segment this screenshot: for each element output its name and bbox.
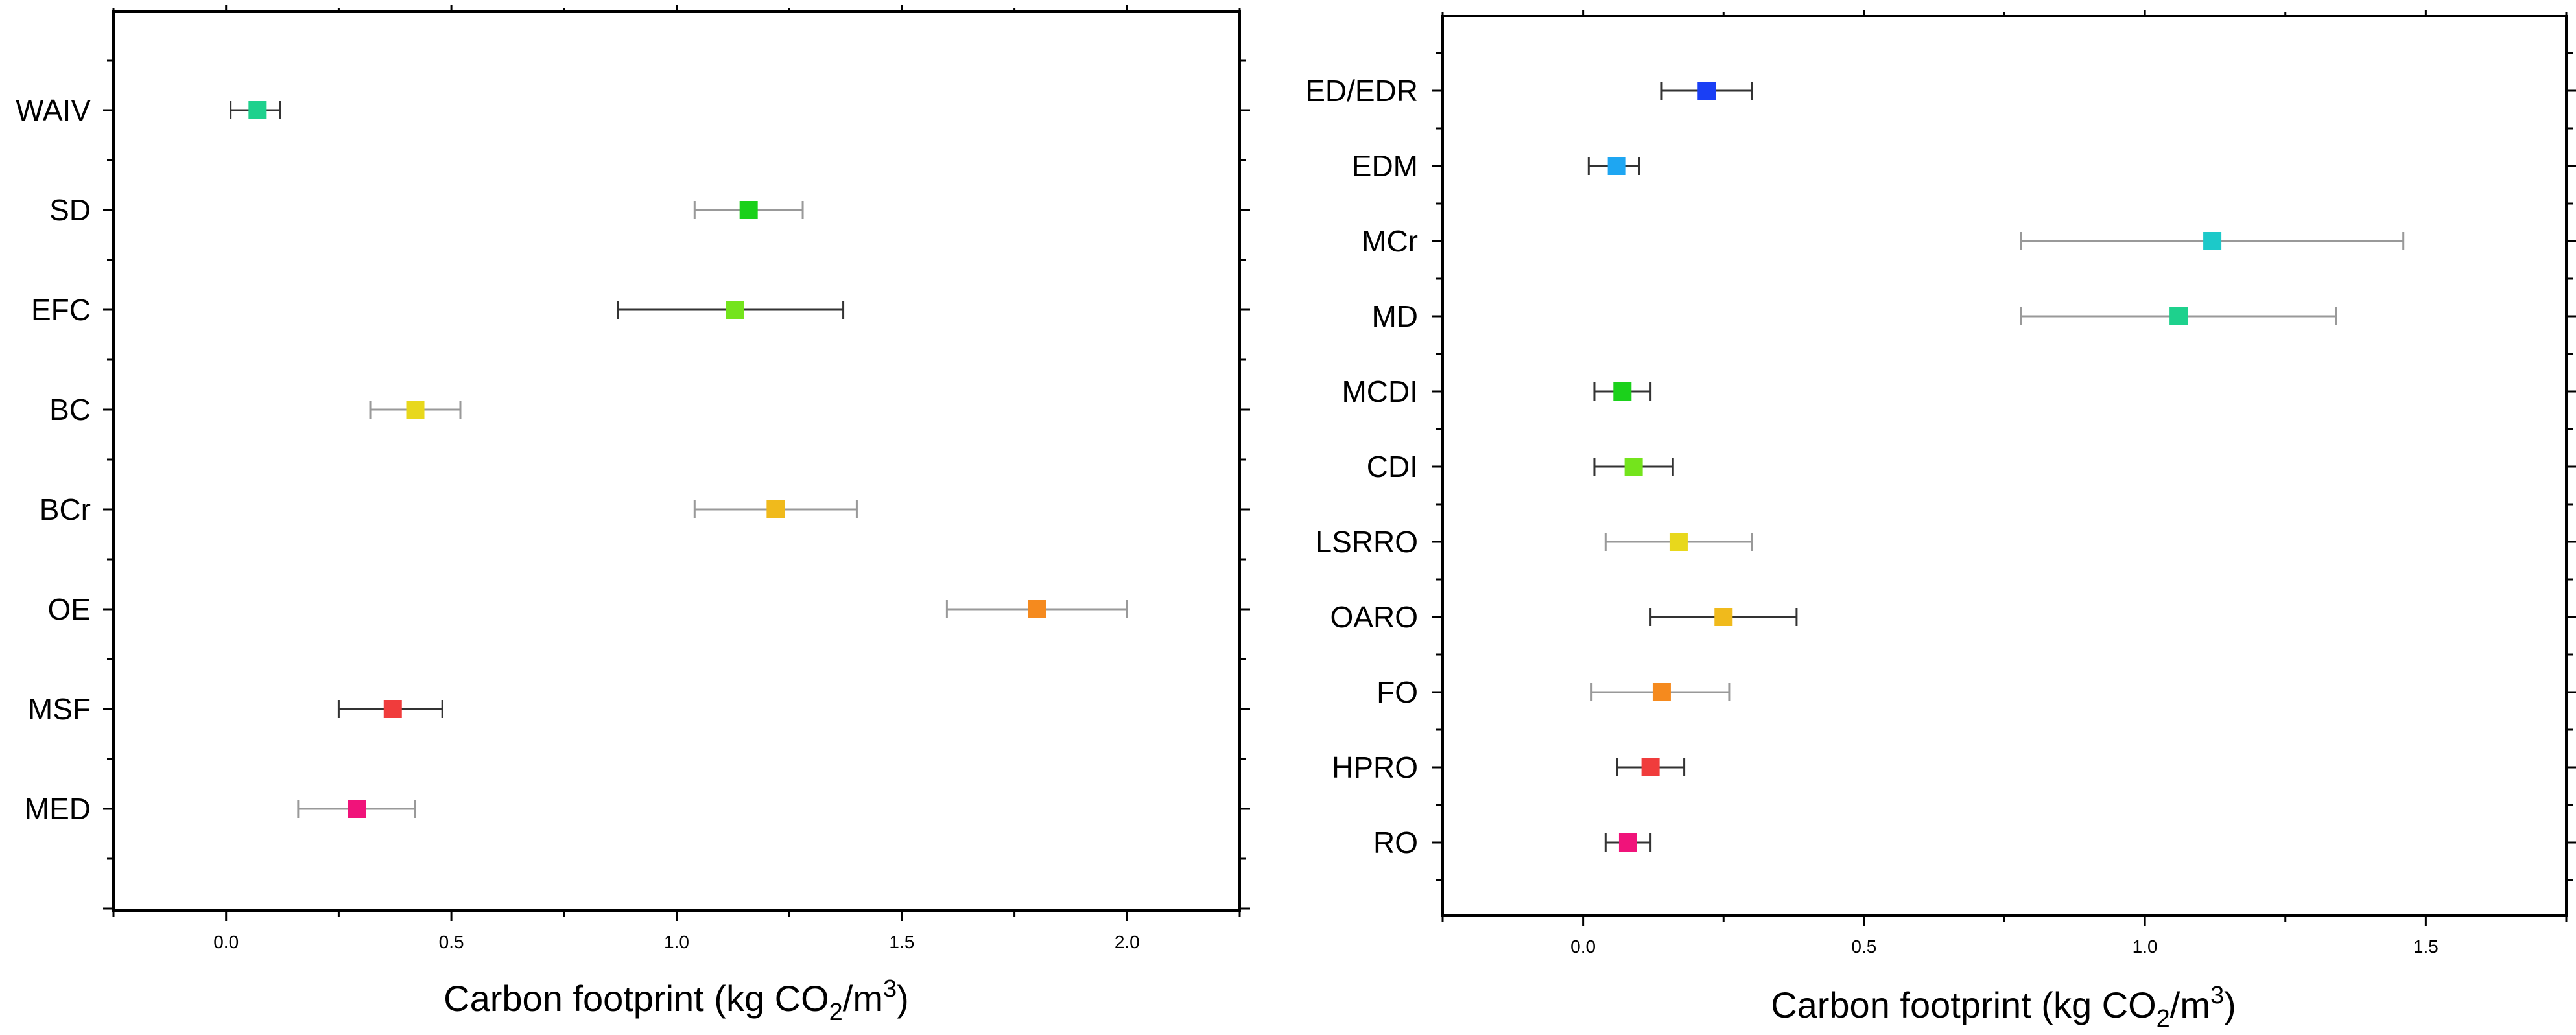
y-category-label: BCr — [40, 493, 91, 526]
y-category-label: OE — [48, 592, 91, 626]
data-point-marker — [406, 401, 425, 419]
x-axis-title: Carbon footprint (kg CO2/m3) — [1771, 982, 2236, 1032]
x-axis-title-superscript: 3 — [883, 975, 897, 1003]
x-axis-title-text: /m — [843, 978, 883, 1019]
data-point-marker — [1652, 683, 1671, 701]
data-point-marker — [739, 201, 758, 219]
data-point-marker — [726, 301, 744, 319]
x-axis-title-text: ) — [2224, 984, 2236, 1025]
x-axis-title-superscript: 3 — [2210, 982, 2224, 1009]
data-point-marker — [766, 500, 785, 518]
data-point-marker — [1697, 82, 1716, 100]
data-point-marker — [1714, 608, 1733, 626]
y-category-label: MED — [25, 792, 91, 826]
y-category-label: OARO — [1330, 600, 1418, 634]
data-point-marker — [248, 101, 267, 119]
x-tick-label: 0.0 — [213, 932, 239, 952]
data-point-marker — [348, 800, 366, 818]
x-axis-title-subscript: 2 — [2157, 1005, 2170, 1032]
x-tick-label: 1.5 — [2413, 936, 2439, 957]
y-category-label: BC — [49, 393, 91, 426]
data-point-marker — [1607, 157, 1626, 175]
y-category-label: EDM — [1352, 149, 1418, 183]
y-category-label: EFC — [31, 293, 91, 327]
y-category-label: MCDI — [1341, 375, 1418, 408]
y-category-label: HPRO — [1332, 750, 1418, 784]
x-axis-title-text: ) — [897, 978, 909, 1019]
data-point-marker — [1028, 600, 1046, 618]
x-axis-title-text: Carbon footprint (kg CO — [1771, 984, 2156, 1025]
y-category-label: ED/EDR — [1305, 74, 1418, 108]
x-axis-title-subscript: 2 — [829, 999, 843, 1026]
x-tick-label: 0.0 — [1570, 936, 1596, 957]
plot-frame — [112, 10, 1241, 912]
data-point-marker — [1618, 833, 1637, 852]
data-point-marker — [1669, 533, 1688, 551]
x-tick-label: 1.0 — [664, 932, 689, 952]
data-point-marker — [2169, 307, 2188, 325]
x-axis-title-text: /m — [2170, 984, 2210, 1025]
x-axis-title: Carbon footprint (kg CO2/m3) — [443, 975, 909, 1026]
x-tick-label: 1.0 — [2133, 936, 2158, 957]
data-point-marker — [383, 700, 402, 718]
y-category-label: FO — [1377, 675, 1418, 709]
right-chart-panel: 0.0 0.5 1.0 1.5 ED/EDR EDM MCr MD MCDI CDI LSRRO OA… — [1305, 10, 2576, 1032]
y-category-label: SD — [49, 193, 91, 227]
y-category-label: MD — [1371, 299, 1418, 333]
x-axis-title-text: Carbon footprint (kg CO — [443, 978, 829, 1019]
x-tick-label: 2.0 — [1115, 932, 1140, 952]
y-category-label: RO — [1373, 826, 1418, 859]
data-point-marker — [1613, 382, 1632, 401]
data-point-marker — [2203, 232, 2222, 250]
data-point-marker — [1624, 458, 1643, 476]
y-category-label: WAIV — [16, 93, 91, 127]
x-tick-label: 0.5 — [439, 932, 464, 952]
y-category-label: LSRRO — [1316, 525, 1418, 559]
left-chart-panel: 0.0 0.5 1.0 1.5 2.0 WAIV SD EFC BC BCr OE MSF MED Car… — [16, 5, 1250, 1026]
y-category-label: MSF — [28, 692, 91, 726]
y-category-label: CDI — [1367, 450, 1418, 483]
x-tick-label: 1.5 — [889, 932, 914, 952]
y-category-label: MCr — [1362, 224, 1418, 258]
data-point-marker — [1641, 758, 1660, 776]
x-tick-label: 0.5 — [1851, 936, 1876, 957]
